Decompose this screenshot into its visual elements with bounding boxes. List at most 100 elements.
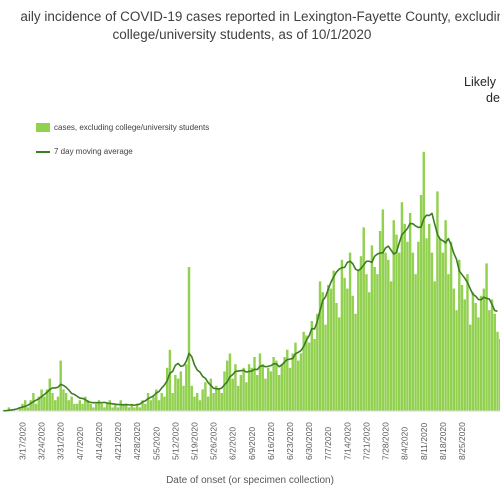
bar-147 [403,223,406,411]
chart-title-line-2: college/university students, as of 10/1/… [112,27,372,42]
x-tick-label: 6/23/2020 [285,422,295,460]
bar-6 [18,407,21,411]
bar-81 [223,371,226,411]
bar-67 [185,364,188,411]
bar-166 [455,310,458,411]
x-tick-label: 7/28/2020 [381,422,391,460]
bar-128 [351,295,355,411]
bar-110 [302,331,305,411]
bar-122 [335,303,338,411]
bar-80 [220,393,223,411]
bar-144 [395,234,398,411]
bar-29 [81,403,84,411]
x-tick-label: 7/21/2020 [361,422,371,460]
moving-average-line [3,212,498,412]
x-tick-label: 3/24/2020 [37,422,47,460]
x-axis-label: Date of onset (or specimen collection) [166,475,334,486]
bar-151 [414,274,417,411]
bar-16 [45,389,49,411]
x-tick-label: 5/26/2020 [209,422,219,460]
annotation: Likely de [464,74,500,106]
bar-139 [381,209,385,411]
bar-117 [321,292,324,411]
bar-51 [141,400,144,411]
bar-169 [463,299,466,411]
bar-44 [122,403,125,411]
bar-118 [324,324,327,411]
bar-104 [286,349,289,411]
bar-45 [125,403,128,411]
bar-13 [37,396,41,411]
bar-114 [313,339,316,411]
bar-159 [436,191,439,411]
bar-79 [217,389,221,411]
bar-25 [70,396,73,411]
bar-136 [373,267,376,411]
x-tick-label: 5/19/2020 [189,422,199,460]
x-tick-label: 4/28/2020 [132,422,142,460]
bar-160 [438,238,442,411]
bar-18 [51,393,54,411]
bar-74 [204,382,207,411]
bar-106 [291,353,294,411]
bar-35 [97,400,101,411]
bar-164 [449,241,453,411]
bar-41 [114,403,117,411]
bar-34 [94,403,98,411]
bar-series [7,151,500,412]
bar-175 [479,295,483,411]
bar-2 [7,407,11,411]
bar-99 [272,357,275,411]
bar-55 [152,396,155,411]
bar-179 [490,299,494,411]
x-tick-label: 6/16/2020 [266,422,276,460]
bar-161 [441,252,445,411]
legend-swatch-bar [36,123,50,133]
bar-28 [78,400,82,411]
bar-123 [337,317,341,411]
x-tick-label: 3/17/2020 [17,422,27,460]
bar-113 [310,321,314,411]
bar-27 [75,403,79,411]
x-tick-label: 8/18/2020 [438,422,448,460]
bar-102 [280,364,284,411]
bar-36 [100,403,103,411]
bar-10 [29,400,32,411]
bar-24 [67,400,71,411]
bar-97 [266,367,270,411]
bar-143 [392,220,395,411]
bar-85 [234,364,237,411]
bar-141 [387,259,390,411]
bar-92 [253,357,256,411]
bar-57 [157,400,161,411]
x-tick-label: 4/14/2020 [94,422,104,460]
bar-109 [299,353,303,411]
bar-154 [422,151,425,412]
chart-title: aily incidence of COVID-19 cases reporte… [0,8,500,44]
bar-82 [226,360,229,411]
bar-70 [193,396,196,411]
bar-124 [340,259,344,411]
bar-111 [305,335,308,411]
bar-119 [327,285,330,411]
bar-42 [116,407,120,411]
legend-label-cases: cases, excluding college/university stud… [54,123,210,132]
bar-174 [477,317,480,411]
bar-103 [283,357,286,411]
bar-116 [318,281,322,411]
x-tick-label: 8/11/2020 [419,423,429,460]
bar-93 [256,375,259,411]
x-tick-label: 3/31/2020 [56,422,66,460]
bar-26 [73,403,76,411]
bar-37 [103,407,106,411]
bar-66 [182,385,185,411]
bar-156 [428,223,431,411]
bar-53 [146,393,150,411]
bar-64 [176,378,180,411]
bar-137 [376,274,379,411]
legend-item-cases: cases, excluding college/university stud… [36,123,210,133]
bar-86 [236,385,240,411]
x-tick-label: 4/21/2020 [113,422,123,460]
bar-133 [365,274,368,411]
